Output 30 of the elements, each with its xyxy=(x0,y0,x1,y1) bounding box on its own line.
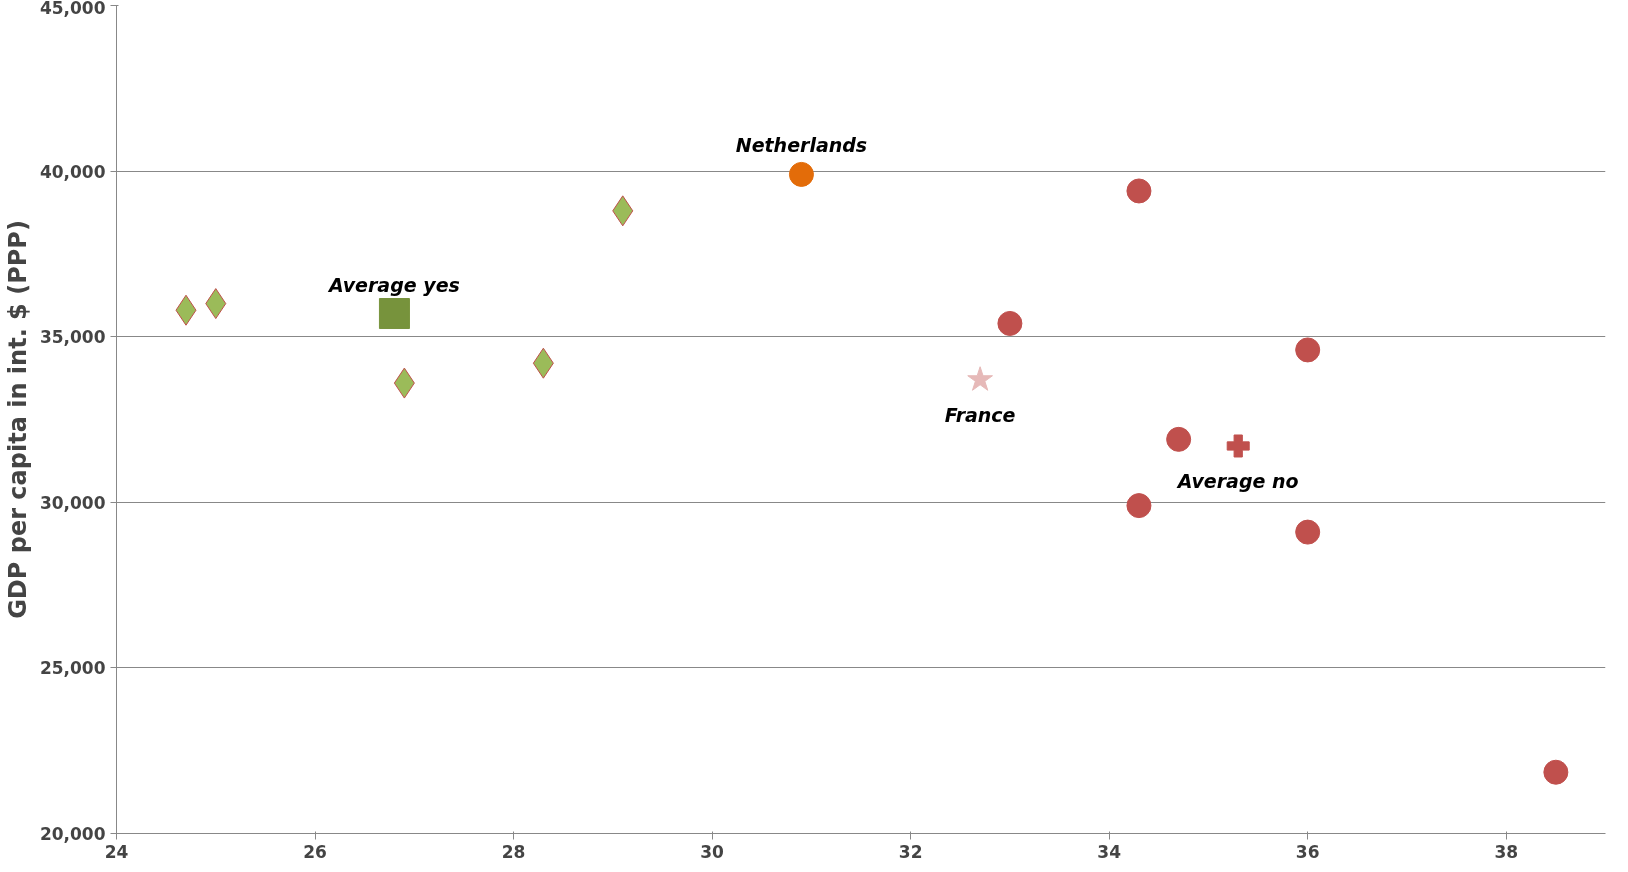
series-label: Average no xyxy=(1175,470,1299,492)
x-tick-label: 28 xyxy=(501,841,526,862)
series-label: Netherlands xyxy=(735,134,868,157)
x-tick-label: 38 xyxy=(1494,841,1519,862)
point xyxy=(788,161,814,187)
x-tick-label: 32 xyxy=(898,841,923,862)
point xyxy=(1166,426,1192,452)
point xyxy=(1543,759,1569,785)
series-label: France xyxy=(944,403,1016,426)
point xyxy=(1126,493,1152,519)
y-tick-label: 35,000 xyxy=(39,327,106,348)
point xyxy=(378,298,410,330)
point xyxy=(1295,519,1321,545)
x-tick-label: 34 xyxy=(1097,841,1122,862)
y-tick-label: 40,000 xyxy=(39,161,106,182)
point xyxy=(997,310,1023,336)
point xyxy=(1295,337,1321,363)
x-tick-label: 26 xyxy=(303,841,327,862)
point xyxy=(1226,434,1250,458)
y-tick-label: 45,000 xyxy=(39,0,106,18)
x-tick-label: 30 xyxy=(700,841,725,862)
y-tick-label: 20,000 xyxy=(39,824,106,844)
y-axis-title: GDP per capita in int. $ (PPP) xyxy=(3,220,32,619)
series-label: Average yes xyxy=(327,273,460,296)
point xyxy=(967,366,993,391)
x-tick-label: 24 xyxy=(104,841,129,862)
y-tick-label: 25,000 xyxy=(39,658,106,679)
point xyxy=(1126,178,1152,204)
y-tick-label: 30,000 xyxy=(39,492,106,513)
x-tick-label: 36 xyxy=(1295,841,1320,862)
